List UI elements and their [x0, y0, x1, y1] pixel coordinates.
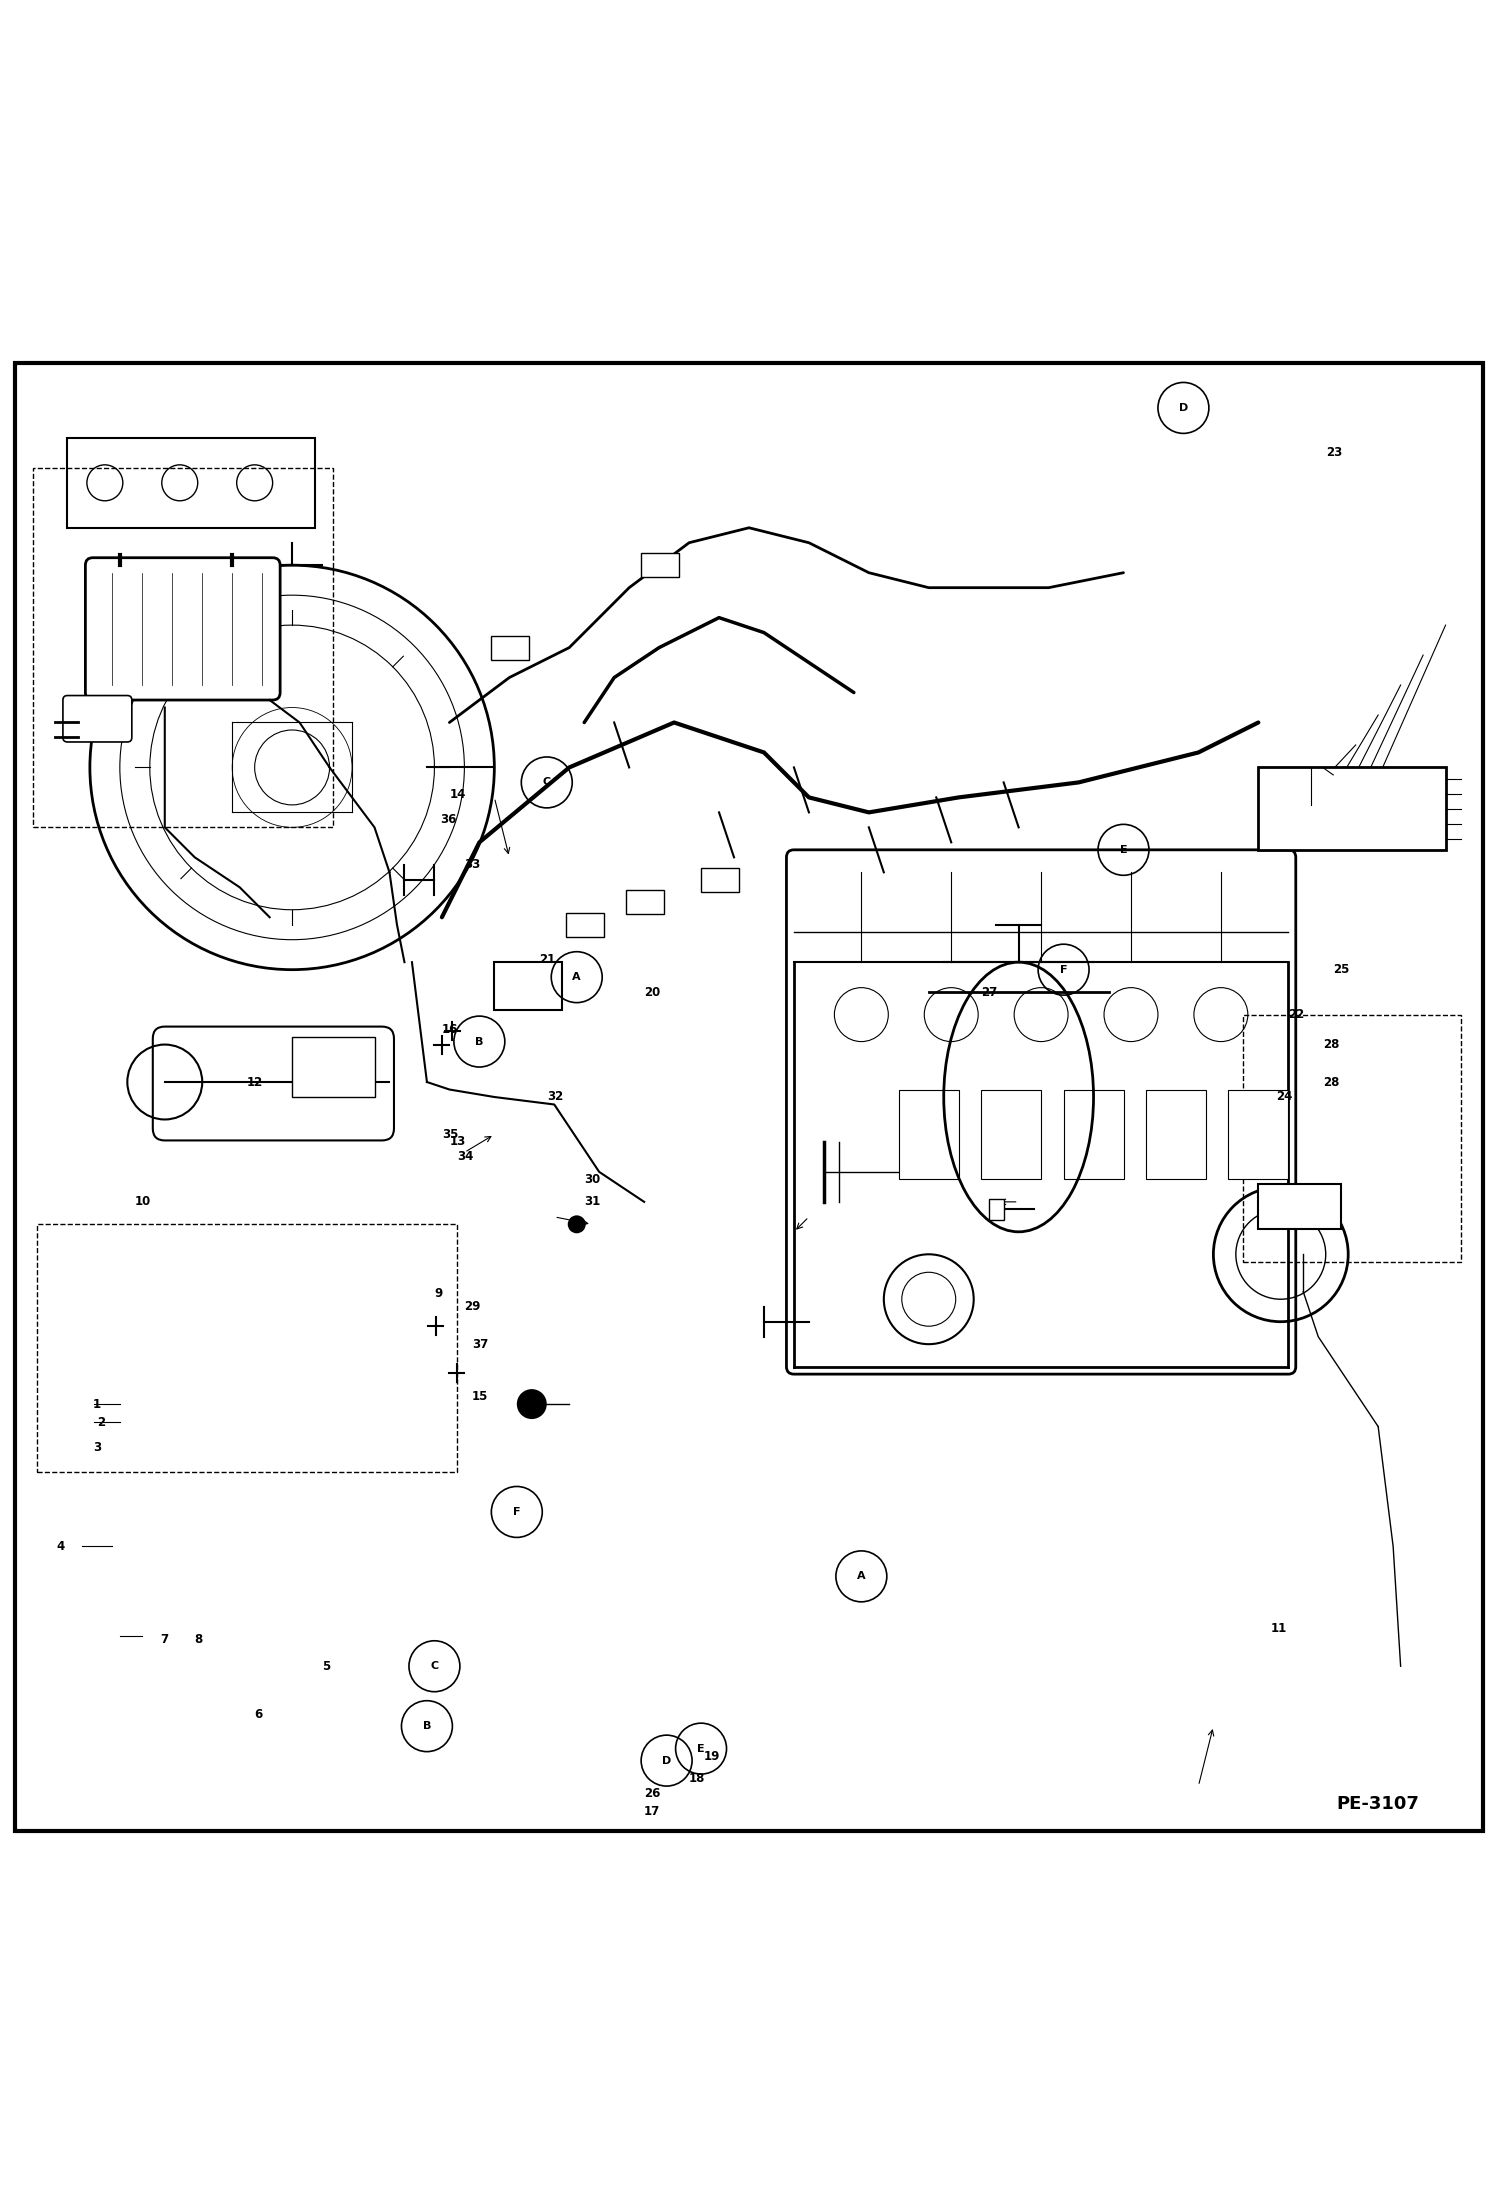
Bar — [626, 891, 664, 915]
Bar — [494, 963, 562, 1009]
Bar — [566, 913, 604, 937]
Bar — [1228, 1090, 1288, 1180]
Text: 28: 28 — [1323, 1075, 1339, 1088]
Text: A: A — [857, 1571, 866, 1582]
Text: 11: 11 — [1270, 1621, 1287, 1635]
Text: D: D — [662, 1755, 671, 1766]
Bar — [33, 467, 333, 827]
Text: 16: 16 — [442, 1022, 458, 1036]
Text: 33: 33 — [464, 858, 481, 871]
Bar — [701, 869, 739, 891]
Text: 34: 34 — [457, 1150, 473, 1163]
Text: 2: 2 — [97, 1415, 105, 1428]
Bar — [67, 439, 315, 529]
Text: 19: 19 — [704, 1749, 721, 1762]
Text: C: C — [430, 1661, 439, 1672]
Text: 21: 21 — [539, 952, 556, 965]
Text: 14: 14 — [449, 788, 466, 801]
Text: 29: 29 — [464, 1301, 481, 1314]
Text: 5: 5 — [322, 1659, 331, 1672]
FancyBboxPatch shape — [153, 1027, 394, 1141]
Bar — [899, 1090, 959, 1180]
FancyBboxPatch shape — [85, 557, 280, 700]
Text: D: D — [1179, 404, 1188, 412]
Text: 30: 30 — [584, 1174, 601, 1187]
Text: 7: 7 — [160, 1632, 168, 1646]
Text: B: B — [475, 1036, 484, 1047]
Text: 22: 22 — [1288, 1007, 1305, 1020]
Text: 18: 18 — [689, 1773, 706, 1786]
Text: 20: 20 — [644, 985, 661, 998]
Bar — [1064, 1090, 1124, 1180]
Text: B: B — [422, 1720, 431, 1731]
Text: 15: 15 — [472, 1391, 488, 1404]
Bar — [981, 1090, 1041, 1180]
Bar — [37, 1224, 457, 1472]
Text: 10: 10 — [135, 1196, 151, 1209]
Text: 4: 4 — [57, 1540, 66, 1553]
Bar — [1258, 768, 1446, 849]
Text: 25: 25 — [1333, 963, 1350, 976]
Text: F: F — [512, 1507, 521, 1516]
Text: 6: 6 — [255, 1707, 264, 1720]
Bar — [989, 1198, 1004, 1220]
Text: PE-3107: PE-3107 — [1336, 1795, 1420, 1812]
FancyBboxPatch shape — [786, 849, 1296, 1373]
Text: 9: 9 — [434, 1286, 443, 1299]
Text: 37: 37 — [472, 1338, 488, 1352]
Text: 12: 12 — [247, 1075, 264, 1088]
Text: 36: 36 — [440, 814, 457, 827]
Text: 35: 35 — [442, 1128, 458, 1141]
Bar — [491, 636, 529, 660]
FancyBboxPatch shape — [63, 695, 132, 742]
Bar — [641, 553, 679, 577]
Circle shape — [517, 1389, 547, 1420]
Text: 23: 23 — [1326, 445, 1342, 459]
Text: E: E — [697, 1744, 706, 1753]
Bar — [1243, 1014, 1461, 1262]
Circle shape — [568, 1215, 586, 1233]
Text: 1: 1 — [93, 1398, 100, 1411]
Text: C: C — [542, 777, 551, 788]
Text: 26: 26 — [644, 1788, 661, 1799]
Text: 28: 28 — [1323, 1038, 1339, 1051]
Text: F: F — [1059, 965, 1068, 974]
Text: E: E — [1119, 845, 1128, 856]
Text: 17: 17 — [644, 1806, 661, 1819]
Bar — [292, 1038, 374, 1097]
Text: 32: 32 — [547, 1090, 563, 1104]
Bar — [1146, 1090, 1206, 1180]
Text: 8: 8 — [195, 1632, 204, 1646]
Text: 24: 24 — [1276, 1090, 1293, 1104]
Text: A: A — [572, 972, 581, 983]
Bar — [1258, 1185, 1341, 1229]
Text: 3: 3 — [93, 1441, 100, 1455]
Text: 13: 13 — [449, 1136, 466, 1147]
Text: 27: 27 — [981, 985, 998, 998]
Text: 31: 31 — [584, 1196, 601, 1209]
